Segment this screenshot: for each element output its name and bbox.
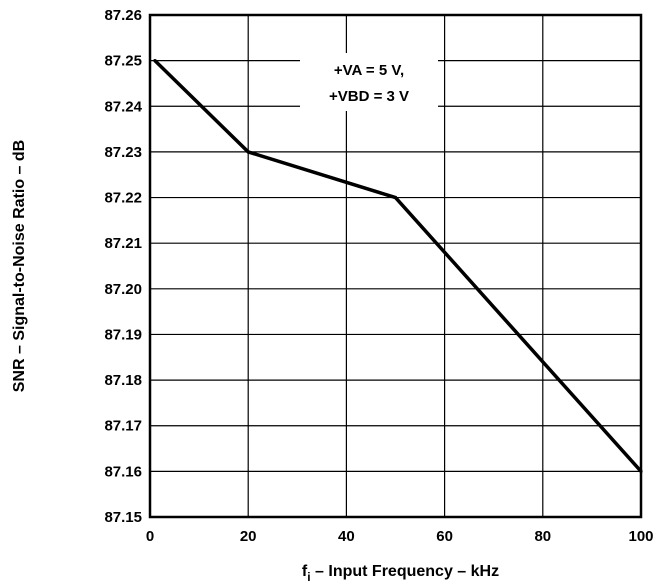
x-axis-label-subscript: i (307, 570, 310, 584)
data-point (246, 150, 250, 154)
x-tick-label: 40 (338, 528, 355, 545)
y-tick-label: 87.24 (104, 98, 142, 115)
snr-series-line (153, 59, 643, 473)
data-point (639, 469, 643, 473)
x-tick-label: 100 (628, 528, 653, 545)
data-point (153, 59, 157, 63)
x-tick-label: 80 (534, 528, 551, 545)
x-tick-label: 60 (436, 528, 453, 545)
y-tick-label: 87.25 (104, 53, 142, 70)
x-tick-label: 0 (146, 528, 154, 545)
x-axis-label-main: f (302, 563, 308, 580)
y-tick-label: 87.22 (104, 190, 142, 207)
y-tick-label: 87.19 (104, 326, 142, 343)
x-tick-label: 20 (240, 528, 257, 545)
data-points (153, 59, 643, 473)
annotation-background (300, 53, 438, 111)
y-tick-label: 87.21 (104, 235, 142, 252)
x-tick-labels: 0 20 40 60 80 100 (146, 528, 654, 545)
data-point (393, 195, 398, 200)
y-tick-label: 87.18 (104, 372, 142, 389)
y-tick-label: 87.17 (104, 418, 142, 435)
y-tick-label: 87.20 (104, 281, 142, 298)
x-axis-label: fi – Input Frequency – kHz (302, 563, 499, 584)
y-tick-labels: 87.15 87.16 87.17 87.18 87.19 87.20 87.21 87.22… (104, 7, 142, 526)
annotation-line-2: +VBD = 3 V (329, 88, 409, 105)
plot-frame (148, 13, 643, 519)
y-tick-label: 87.26 (104, 7, 142, 24)
y-tick-label: 87.15 (104, 509, 142, 526)
y-tick-label: 87.23 (104, 144, 142, 161)
annotation-line-1: +VA = 5 V, (334, 62, 404, 79)
x-axis-label-rest: – Input Frequency – kHz (311, 563, 499, 580)
annotation-box: +VA = 5 V, +VBD = 3 V (300, 53, 438, 111)
y-axis-label: SNR – Signal-to-Noise Ratio – dB (11, 140, 28, 392)
y-tick-label: 87.16 (104, 463, 142, 480)
